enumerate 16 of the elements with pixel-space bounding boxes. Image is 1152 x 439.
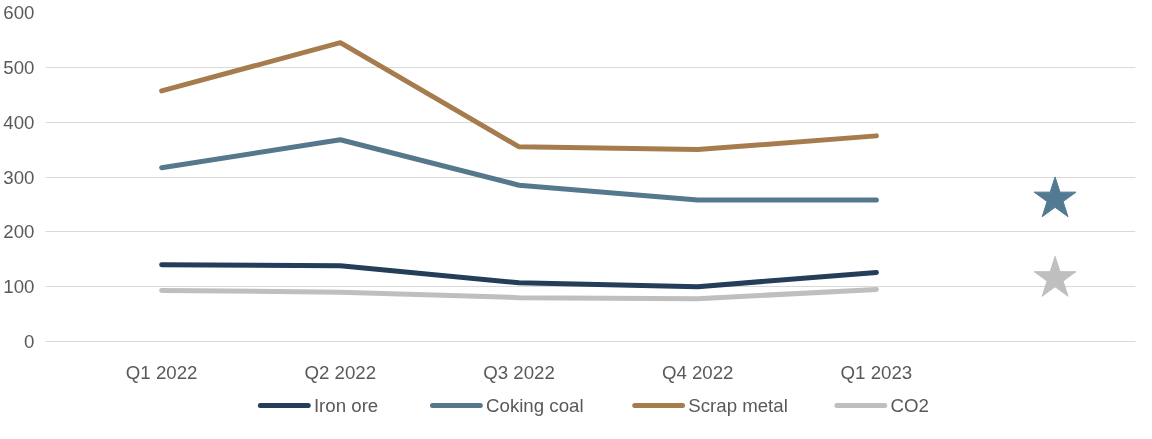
legend-label: Scrap metal: [688, 395, 788, 416]
y-tick-label: 500: [3, 56, 35, 78]
y-tick-label: 200: [3, 221, 35, 243]
y-tick-label: 400: [3, 111, 35, 133]
legend-label: Coking coal: [486, 395, 584, 416]
legend-label: Iron ore: [313, 395, 379, 416]
x-tick-label: Q2 2022: [304, 361, 377, 383]
y-tick-label: 100: [3, 276, 35, 298]
x-tick-label: Q1 2022: [125, 361, 198, 383]
x-tick-label: Q4 2022: [661, 361, 734, 383]
y-tick-label: 0: [24, 331, 35, 352]
x-tick-label: Q3 2022: [483, 361, 555, 383]
y-tick-label: 600: [3, 2, 35, 23]
legend-label: CO2: [890, 395, 929, 416]
x-tick-label: Q1 2023: [840, 361, 913, 383]
y-tick-label: 300: [3, 166, 35, 188]
